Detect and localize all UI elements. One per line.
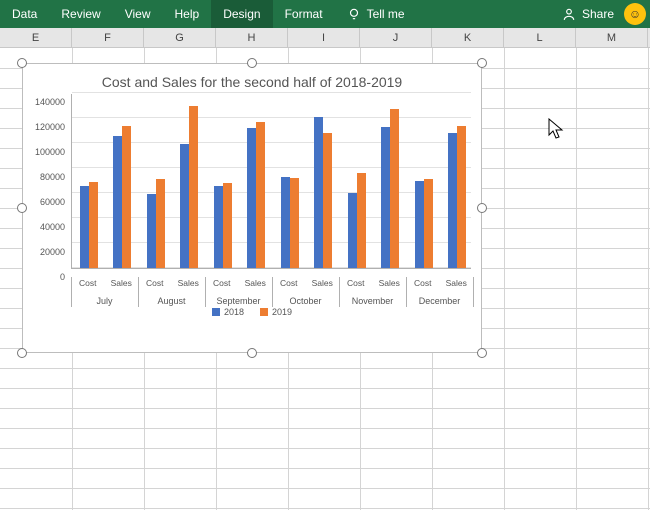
legend-swatch [260, 308, 268, 316]
bar[interactable] [214, 186, 223, 269]
legend-label: 2019 [272, 307, 292, 317]
feedback-smile-icon[interactable]: ☺ [624, 3, 646, 25]
col-header[interactable]: M [576, 28, 648, 47]
bar[interactable] [156, 179, 165, 268]
x-minor-label: Cost [280, 278, 297, 288]
col-header[interactable]: I [288, 28, 360, 47]
bar[interactable] [147, 194, 156, 268]
x-major-label: October [289, 296, 321, 306]
x-minor-label: Cost [414, 278, 431, 288]
bar[interactable] [122, 126, 131, 269]
x-minor-label: Sales [446, 278, 467, 288]
resize-handle[interactable] [247, 348, 257, 358]
legend-swatch [212, 308, 220, 316]
bar[interactable] [180, 144, 189, 268]
col-header[interactable]: G [144, 28, 216, 47]
resize-handle[interactable] [477, 348, 487, 358]
bulb-icon [347, 7, 361, 21]
x-minor-label: Sales [111, 278, 132, 288]
x-minor-label: Cost [79, 278, 96, 288]
resize-handle[interactable] [17, 58, 27, 68]
x-major-label: November [352, 296, 394, 306]
worksheet-grid[interactable]: Cost and Sales for the second half of 20… [0, 48, 650, 510]
chart-title[interactable]: Cost and Sales for the second half of 20… [23, 64, 481, 94]
legend[interactable]: 2018 2019 [23, 307, 481, 317]
x-major-label: July [96, 296, 112, 306]
column-headers: E F G H I J K L M [0, 28, 650, 48]
share-icon [562, 7, 576, 21]
cursor-icon [548, 118, 566, 140]
bar[interactable] [189, 106, 198, 269]
x-minor-label: Cost [347, 278, 364, 288]
tab-data[interactable]: Data [0, 0, 49, 28]
x-minor-label: Cost [146, 278, 163, 288]
col-header[interactable]: K [432, 28, 504, 47]
bar[interactable] [415, 181, 424, 269]
tab-format[interactable]: Format [273, 0, 335, 28]
x-major-label: September [216, 296, 260, 306]
bar[interactable] [290, 178, 299, 268]
bar[interactable] [223, 183, 232, 268]
resize-handle[interactable] [247, 58, 257, 68]
resize-handle[interactable] [477, 203, 487, 213]
x-minor-label: Sales [245, 278, 266, 288]
col-header[interactable]: J [360, 28, 432, 47]
bar[interactable] [80, 186, 89, 269]
x-minor-label: Cost [213, 278, 230, 288]
bar[interactable] [323, 133, 332, 268]
tab-design[interactable]: Design [211, 0, 272, 28]
col-header[interactable]: L [504, 28, 576, 47]
tab-review[interactable]: Review [49, 0, 112, 28]
share-button[interactable]: Share [552, 7, 624, 21]
x-minor-label: Sales [379, 278, 400, 288]
col-header[interactable]: H [216, 28, 288, 47]
resize-handle[interactable] [17, 348, 27, 358]
tab-view[interactable]: View [113, 0, 163, 28]
bar[interactable] [457, 126, 466, 269]
bar[interactable] [424, 179, 433, 268]
bar[interactable] [281, 177, 290, 268]
bar[interactable] [247, 128, 256, 268]
tell-me-label: Tell me [367, 7, 405, 21]
bar[interactable] [381, 127, 390, 268]
chart-object[interactable]: Cost and Sales for the second half of 20… [22, 63, 482, 353]
col-header[interactable]: F [72, 28, 144, 47]
plot-area[interactable] [71, 94, 471, 269]
x-major-label: December [419, 296, 461, 306]
bar[interactable] [348, 193, 357, 268]
bar[interactable] [448, 133, 457, 268]
bar[interactable] [357, 173, 366, 268]
x-minor-label: Sales [178, 278, 199, 288]
share-label: Share [582, 7, 614, 21]
legend-item[interactable]: 2019 [260, 307, 292, 317]
bar[interactable] [113, 136, 122, 269]
x-minor-label: Sales [312, 278, 333, 288]
legend-item[interactable]: 2018 [212, 307, 244, 317]
bar[interactable] [256, 122, 265, 268]
tell-me[interactable]: Tell me [335, 7, 417, 21]
x-major-label: August [157, 296, 185, 306]
tab-help[interactable]: Help [163, 0, 212, 28]
col-header[interactable]: E [0, 28, 72, 47]
y-axis-labels: 020000400006000080000100000120000140000 [23, 102, 69, 277]
bar[interactable] [314, 117, 323, 268]
legend-label: 2018 [224, 307, 244, 317]
ribbon: Data Review View Help Design Format Tell… [0, 0, 650, 28]
bar[interactable] [390, 109, 399, 268]
resize-handle[interactable] [477, 58, 487, 68]
bar[interactable] [89, 182, 98, 268]
